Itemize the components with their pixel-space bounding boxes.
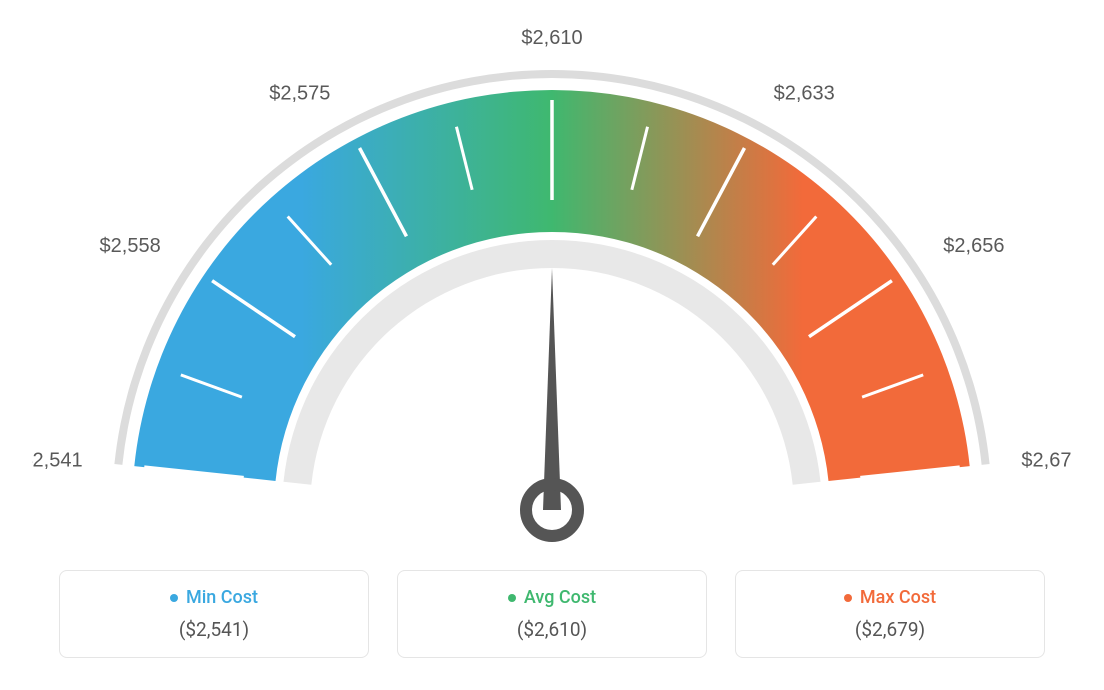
gauge-tick-label: $2,575 [269, 82, 330, 104]
gauge-needle [543, 268, 561, 510]
gauge-tick-label: $2,558 [100, 235, 161, 257]
gauge-svg: $2,541 $2,558 $2,575 $2,610 $2,633 $2,656 $2,6… [32, 20, 1072, 560]
cost-gauge-chart: $2,541 $2,558 $2,575 $2,610 $2,633 $2,656 $2,6… [0, 0, 1104, 560]
legend-max: Max Cost ($2,679) [735, 570, 1045, 658]
gauge-tick-label: $2,541 [32, 450, 83, 472]
legend-dot-avg [508, 594, 516, 602]
legend-min: Min Cost ($2,541) [59, 570, 369, 658]
gauge-tick-label: $2,656 [943, 235, 1004, 257]
legend-row: Min Cost ($2,541) Avg Cost ($2,610) Max … [0, 570, 1104, 658]
legend-label-max: Max Cost [860, 587, 936, 608]
legend-value-min: ($2,541) [80, 618, 348, 641]
legend-dot-min [170, 594, 178, 602]
legend-value-max: ($2,679) [756, 618, 1024, 641]
gauge-tick-label: $2,679 [1021, 450, 1072, 472]
gauge-tick-label: $2,633 [774, 82, 835, 104]
legend-label-min: Min Cost [186, 587, 258, 608]
legend-value-avg: ($2,610) [418, 618, 686, 641]
legend-avg: Avg Cost ($2,610) [397, 570, 707, 658]
legend-dot-max [844, 594, 852, 602]
legend-label-avg: Avg Cost [524, 587, 596, 608]
gauge-tick-label: $2,610 [521, 27, 582, 49]
